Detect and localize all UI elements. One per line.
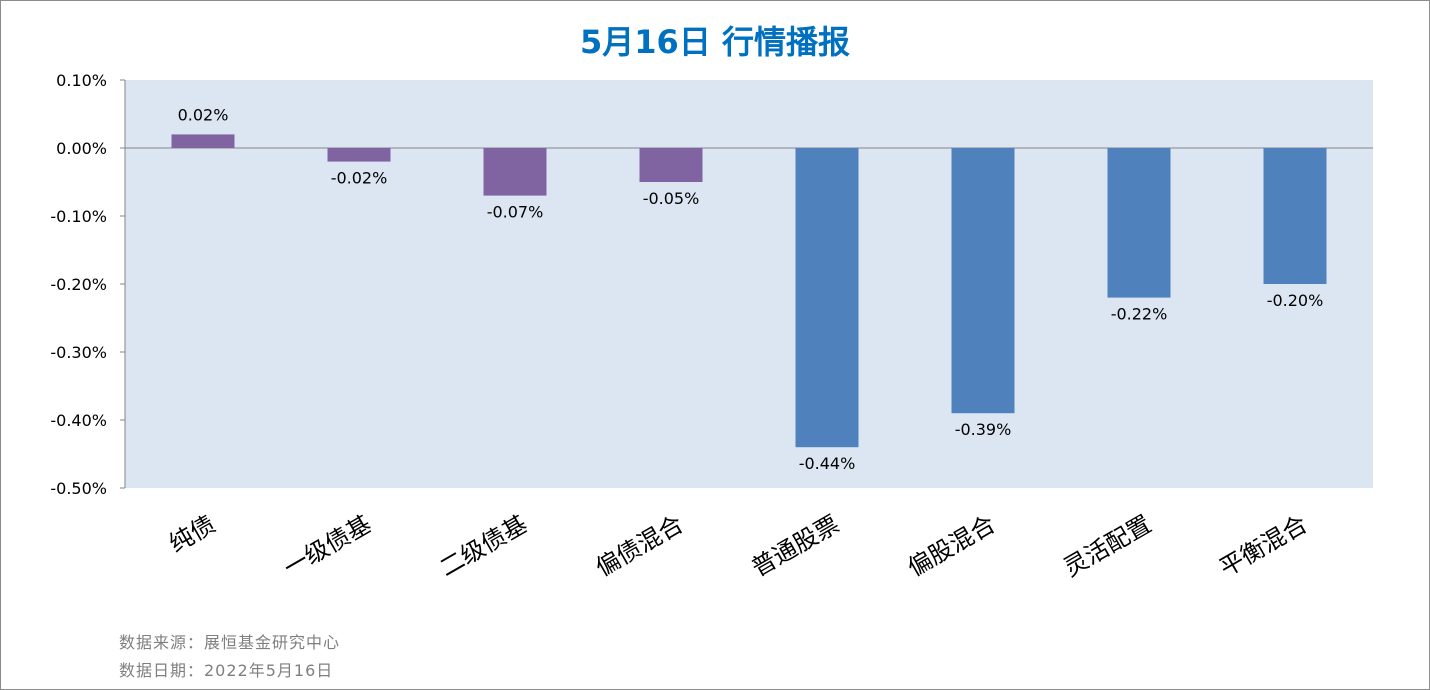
data-label: -0.07%	[487, 203, 544, 222]
data-label: -0.44%	[799, 454, 856, 473]
x-tick-label: 二级债基	[435, 510, 532, 582]
y-axis: 0.10% 0.00% -0.10% -0.20% -0.30% -0.40% -0.50%	[50, 71, 1373, 498]
data-label: -0.22%	[1111, 305, 1168, 324]
bar	[951, 148, 1015, 414]
x-tick-label: 纯债	[164, 510, 220, 558]
plot-area	[125, 80, 1373, 488]
y-tick-label: 0.10%	[56, 71, 107, 90]
bar	[1263, 148, 1327, 284]
x-tick-label: 平衡混合	[1215, 510, 1312, 582]
x-tick-label: 偏股混合	[903, 510, 1000, 582]
chart-title: 5月16日 行情播报	[580, 23, 850, 61]
bar	[795, 148, 859, 448]
bar	[483, 148, 547, 196]
x-tick-label: 普通股票	[747, 510, 844, 582]
bars	[171, 134, 1327, 448]
y-tick-label: -0.10%	[50, 207, 107, 226]
data-label: -0.20%	[1267, 291, 1324, 310]
data-label: -0.05%	[643, 189, 700, 208]
y-tick-label: -0.40%	[50, 411, 107, 430]
data-label: -0.39%	[955, 420, 1012, 439]
data-label: 0.02%	[178, 105, 229, 124]
bar	[1107, 148, 1171, 298]
x-axis-labels: 纯债 一级债基 二级债基 偏债混合 普通股票 偏股混合 灵活配置 平衡混合	[164, 510, 1312, 582]
bar	[171, 134, 235, 148]
y-tick-label: -0.50%	[50, 479, 107, 498]
y-tick-label: -0.20%	[50, 275, 107, 294]
y-tick-label: 0.00%	[56, 139, 107, 158]
bar	[327, 148, 391, 162]
y-tick-label: -0.30%	[50, 343, 107, 362]
source-note: 数据来源：展恒基金研究中心	[119, 633, 341, 652]
data-label: -0.02%	[331, 169, 388, 188]
x-tick-label: 一级债基	[279, 510, 376, 582]
bar	[639, 148, 703, 182]
x-tick-label: 灵活配置	[1059, 510, 1156, 582]
x-tick-label: 偏债混合	[591, 510, 688, 582]
data-labels: 0.02% -0.02% -0.07% -0.05% -0.44% -0.39% -0.22…	[178, 105, 1324, 473]
date-note: 数据日期：2022年5月16日	[119, 661, 334, 680]
